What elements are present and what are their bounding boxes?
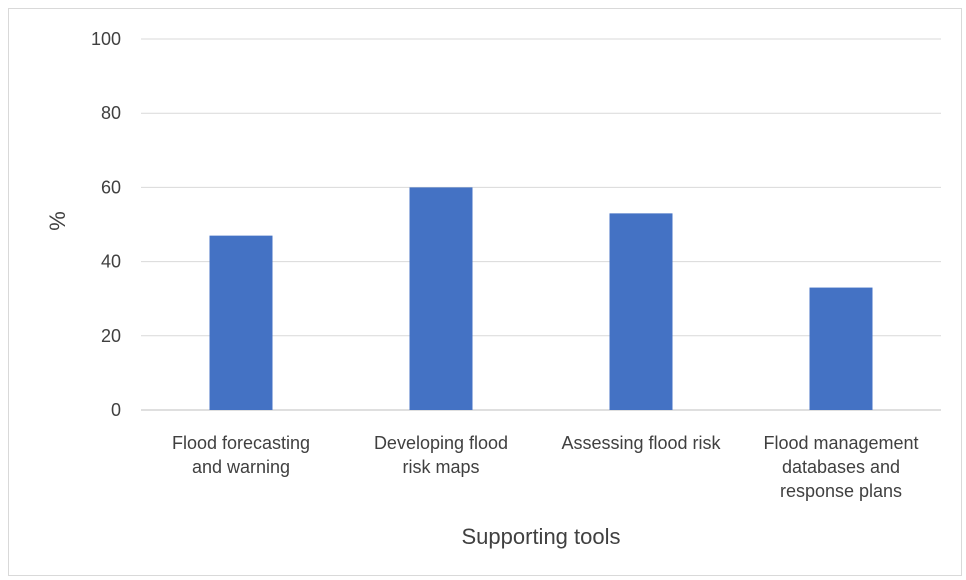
x-category-label: Flood management bbox=[763, 433, 918, 453]
bar-chart: 0 20 40 60 80 100 Flood forecasting and warnin… bbox=[45, 29, 941, 549]
bar bbox=[809, 287, 873, 410]
x-category-label: Assessing flood risk bbox=[561, 433, 721, 453]
x-category-label: risk maps bbox=[402, 457, 479, 477]
y-tick-label: 20 bbox=[101, 326, 121, 346]
x-category-label: response plans bbox=[780, 481, 902, 501]
x-category-labels: Flood forecasting and warning Developing f… bbox=[172, 433, 919, 501]
bars bbox=[209, 187, 873, 410]
x-category-label: and warning bbox=[192, 457, 290, 477]
chart-frame: 0 20 40 60 80 100 Flood forecasting and warnin… bbox=[8, 8, 962, 576]
y-tick-label: 0 bbox=[111, 400, 121, 420]
bar bbox=[409, 187, 473, 410]
gridlines bbox=[141, 38, 941, 411]
x-category-label: databases and bbox=[782, 457, 900, 477]
y-tick-labels: 0 20 40 60 80 100 bbox=[91, 29, 121, 420]
bar bbox=[609, 213, 673, 410]
y-tick-label: 40 bbox=[101, 252, 121, 272]
x-axis-title: Supporting tools bbox=[462, 524, 621, 549]
y-tick-label: 100 bbox=[91, 29, 121, 49]
bar bbox=[209, 235, 273, 410]
y-tick-label: 60 bbox=[101, 177, 121, 197]
x-category-label: Flood forecasting bbox=[172, 433, 310, 453]
x-category-label: Developing flood bbox=[374, 433, 508, 453]
y-tick-label: 80 bbox=[101, 103, 121, 123]
y-axis-title: % bbox=[45, 211, 70, 231]
